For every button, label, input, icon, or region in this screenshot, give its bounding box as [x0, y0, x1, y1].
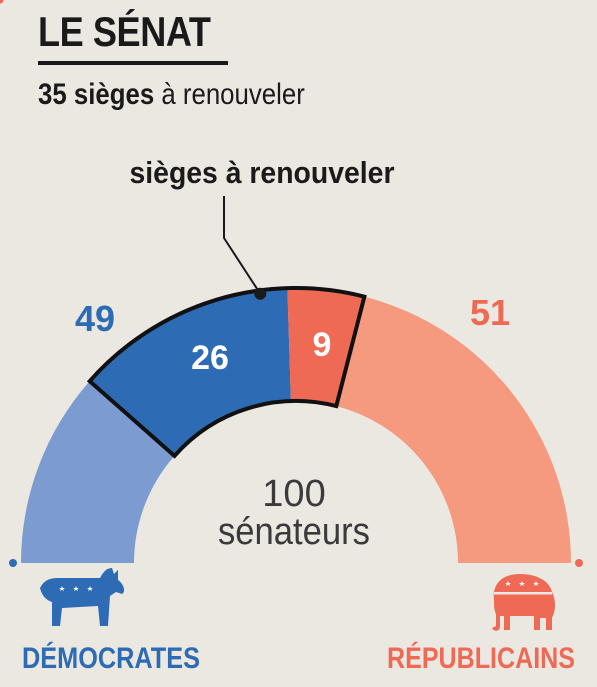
center-label-number: 100: [262, 473, 325, 515]
arc-segments: [21, 287, 571, 563]
dem-retained-arc: [21, 381, 175, 563]
dem-total-label: 49: [75, 298, 115, 339]
renewal-outline-path: [86, 286, 367, 459]
dem-arc-end-dot: [9, 559, 17, 567]
rep-renew-label: 9: [313, 326, 332, 364]
elephant-icon: [492, 574, 555, 631]
rep-arc-top-dot: [0, 0, 4, 4]
rep-total-label: 51: [470, 292, 510, 333]
dem-renew-label: 26: [191, 339, 229, 377]
subtitle-bold: 35 sièges: [38, 78, 155, 111]
rep-renew-arc: [287, 287, 365, 407]
subtitle-rest: à renouveler: [154, 78, 305, 111]
callout-label: sièges à renouveler: [130, 155, 395, 190]
rep-arc-end-dot: [575, 559, 583, 567]
title-underline: [38, 61, 228, 65]
donkey-icon: [40, 568, 125, 626]
dem-party-name: DÉMOCRATES: [22, 641, 200, 675]
rep-party-name: RÉPUBLICAINS: [387, 641, 575, 675]
callout-leader-line: [223, 196, 262, 295]
center-label-text: sénateurs: [218, 511, 370, 553]
callout-dot: [254, 287, 267, 300]
chart-title: LE SÉNAT: [38, 8, 211, 55]
chart-subtitle: 35 sièges à renouveler: [38, 78, 305, 112]
renewal-outline: [86, 286, 367, 459]
dem-renew-arc: [89, 288, 291, 456]
rep-retained-arc: [336, 296, 571, 563]
